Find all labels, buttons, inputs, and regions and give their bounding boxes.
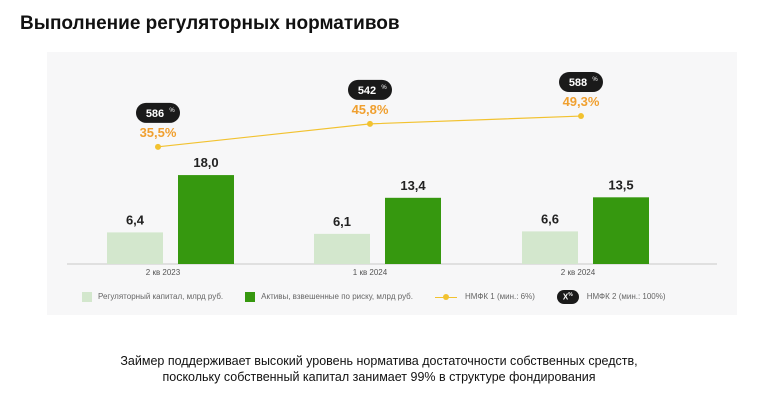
- legend-label: НМФК 2 (мин.: 100%): [586, 292, 666, 302]
- line-value-label: 35,5%: [140, 125, 177, 140]
- bar: [178, 175, 234, 264]
- line-point: [578, 113, 584, 120]
- legend-swatch: [82, 291, 92, 302]
- line-point: [367, 120, 373, 127]
- legend-label: Активы, взвешенные по риску, млрд руб.: [261, 292, 413, 302]
- line-point: [155, 143, 161, 150]
- nmfk2-badge-unit: %: [381, 85, 387, 91]
- footer-line-1: Займер поддерживает высокий уровень норм…: [120, 354, 638, 368]
- badge-text: X: [562, 292, 569, 302]
- legend-swatch: [245, 291, 256, 302]
- line-series: [157, 115, 582, 148]
- bar: [593, 197, 649, 264]
- legend-item-nmfk1: НМФК 1 (мин.: 6%): [434, 292, 535, 302]
- footer-note: Займер поддерживает высокий уровень норм…: [0, 353, 758, 385]
- nmfk2-badge: [136, 102, 180, 123]
- bar-value-label: 6,1: [333, 214, 351, 229]
- bar-value-label: 6,4: [126, 212, 145, 227]
- line-value-label: 45,8%: [352, 102, 389, 117]
- nmfk2-badge: [348, 79, 392, 100]
- footer-line-2: поскольку собственный капитал занимает 9…: [162, 370, 596, 384]
- page-title: Выполнение регуляторных нормативов: [20, 13, 400, 34]
- badge-icon: X%: [556, 290, 579, 304]
- nmfk2-badge-value: 586: [146, 108, 164, 120]
- nmfk2-badge-value: 588: [569, 77, 587, 89]
- category-label: 2 кв 2023: [146, 268, 181, 277]
- nmfk2-badge: [559, 72, 603, 93]
- bar-value-label: 18,0: [193, 155, 218, 170]
- bar-value-label: 13,5: [608, 177, 633, 192]
- bar: [385, 197, 441, 264]
- legend-label: Регуляторный капитал, млрд руб.: [98, 292, 224, 302]
- legend-label: НМФК 1 (мин.: 6%): [464, 292, 535, 302]
- bar: [314, 233, 370, 264]
- line-value-label: 49,3%: [563, 94, 600, 109]
- legend-item-capital: Регуляторный капитал, млрд руб.: [82, 291, 224, 302]
- bar: [107, 232, 163, 264]
- badge-unit: %: [568, 292, 573, 298]
- nmfk2-badge-unit: %: [592, 77, 598, 83]
- bar-value-label: 6,6: [541, 211, 559, 226]
- legend: Регуляторный капитал, млрд руб. Активы, …: [82, 290, 688, 304]
- nmfk2-badge-unit: %: [169, 108, 175, 114]
- legend-item-assets: Активы, взвешенные по риску, млрд руб.: [245, 291, 413, 302]
- bar: [522, 231, 578, 264]
- nmfk2-badge-value: 542: [358, 85, 376, 97]
- chart-panel: [47, 52, 737, 315]
- line-marker-icon: [434, 292, 457, 302]
- category-label: 1 кв 2024: [353, 268, 388, 277]
- bar-value-label: 13,4: [400, 178, 426, 193]
- category-label: 2 кв 2024: [561, 268, 596, 277]
- legend-item-nmfk2: X% НМФК 2 (мин.: 100%): [556, 290, 666, 304]
